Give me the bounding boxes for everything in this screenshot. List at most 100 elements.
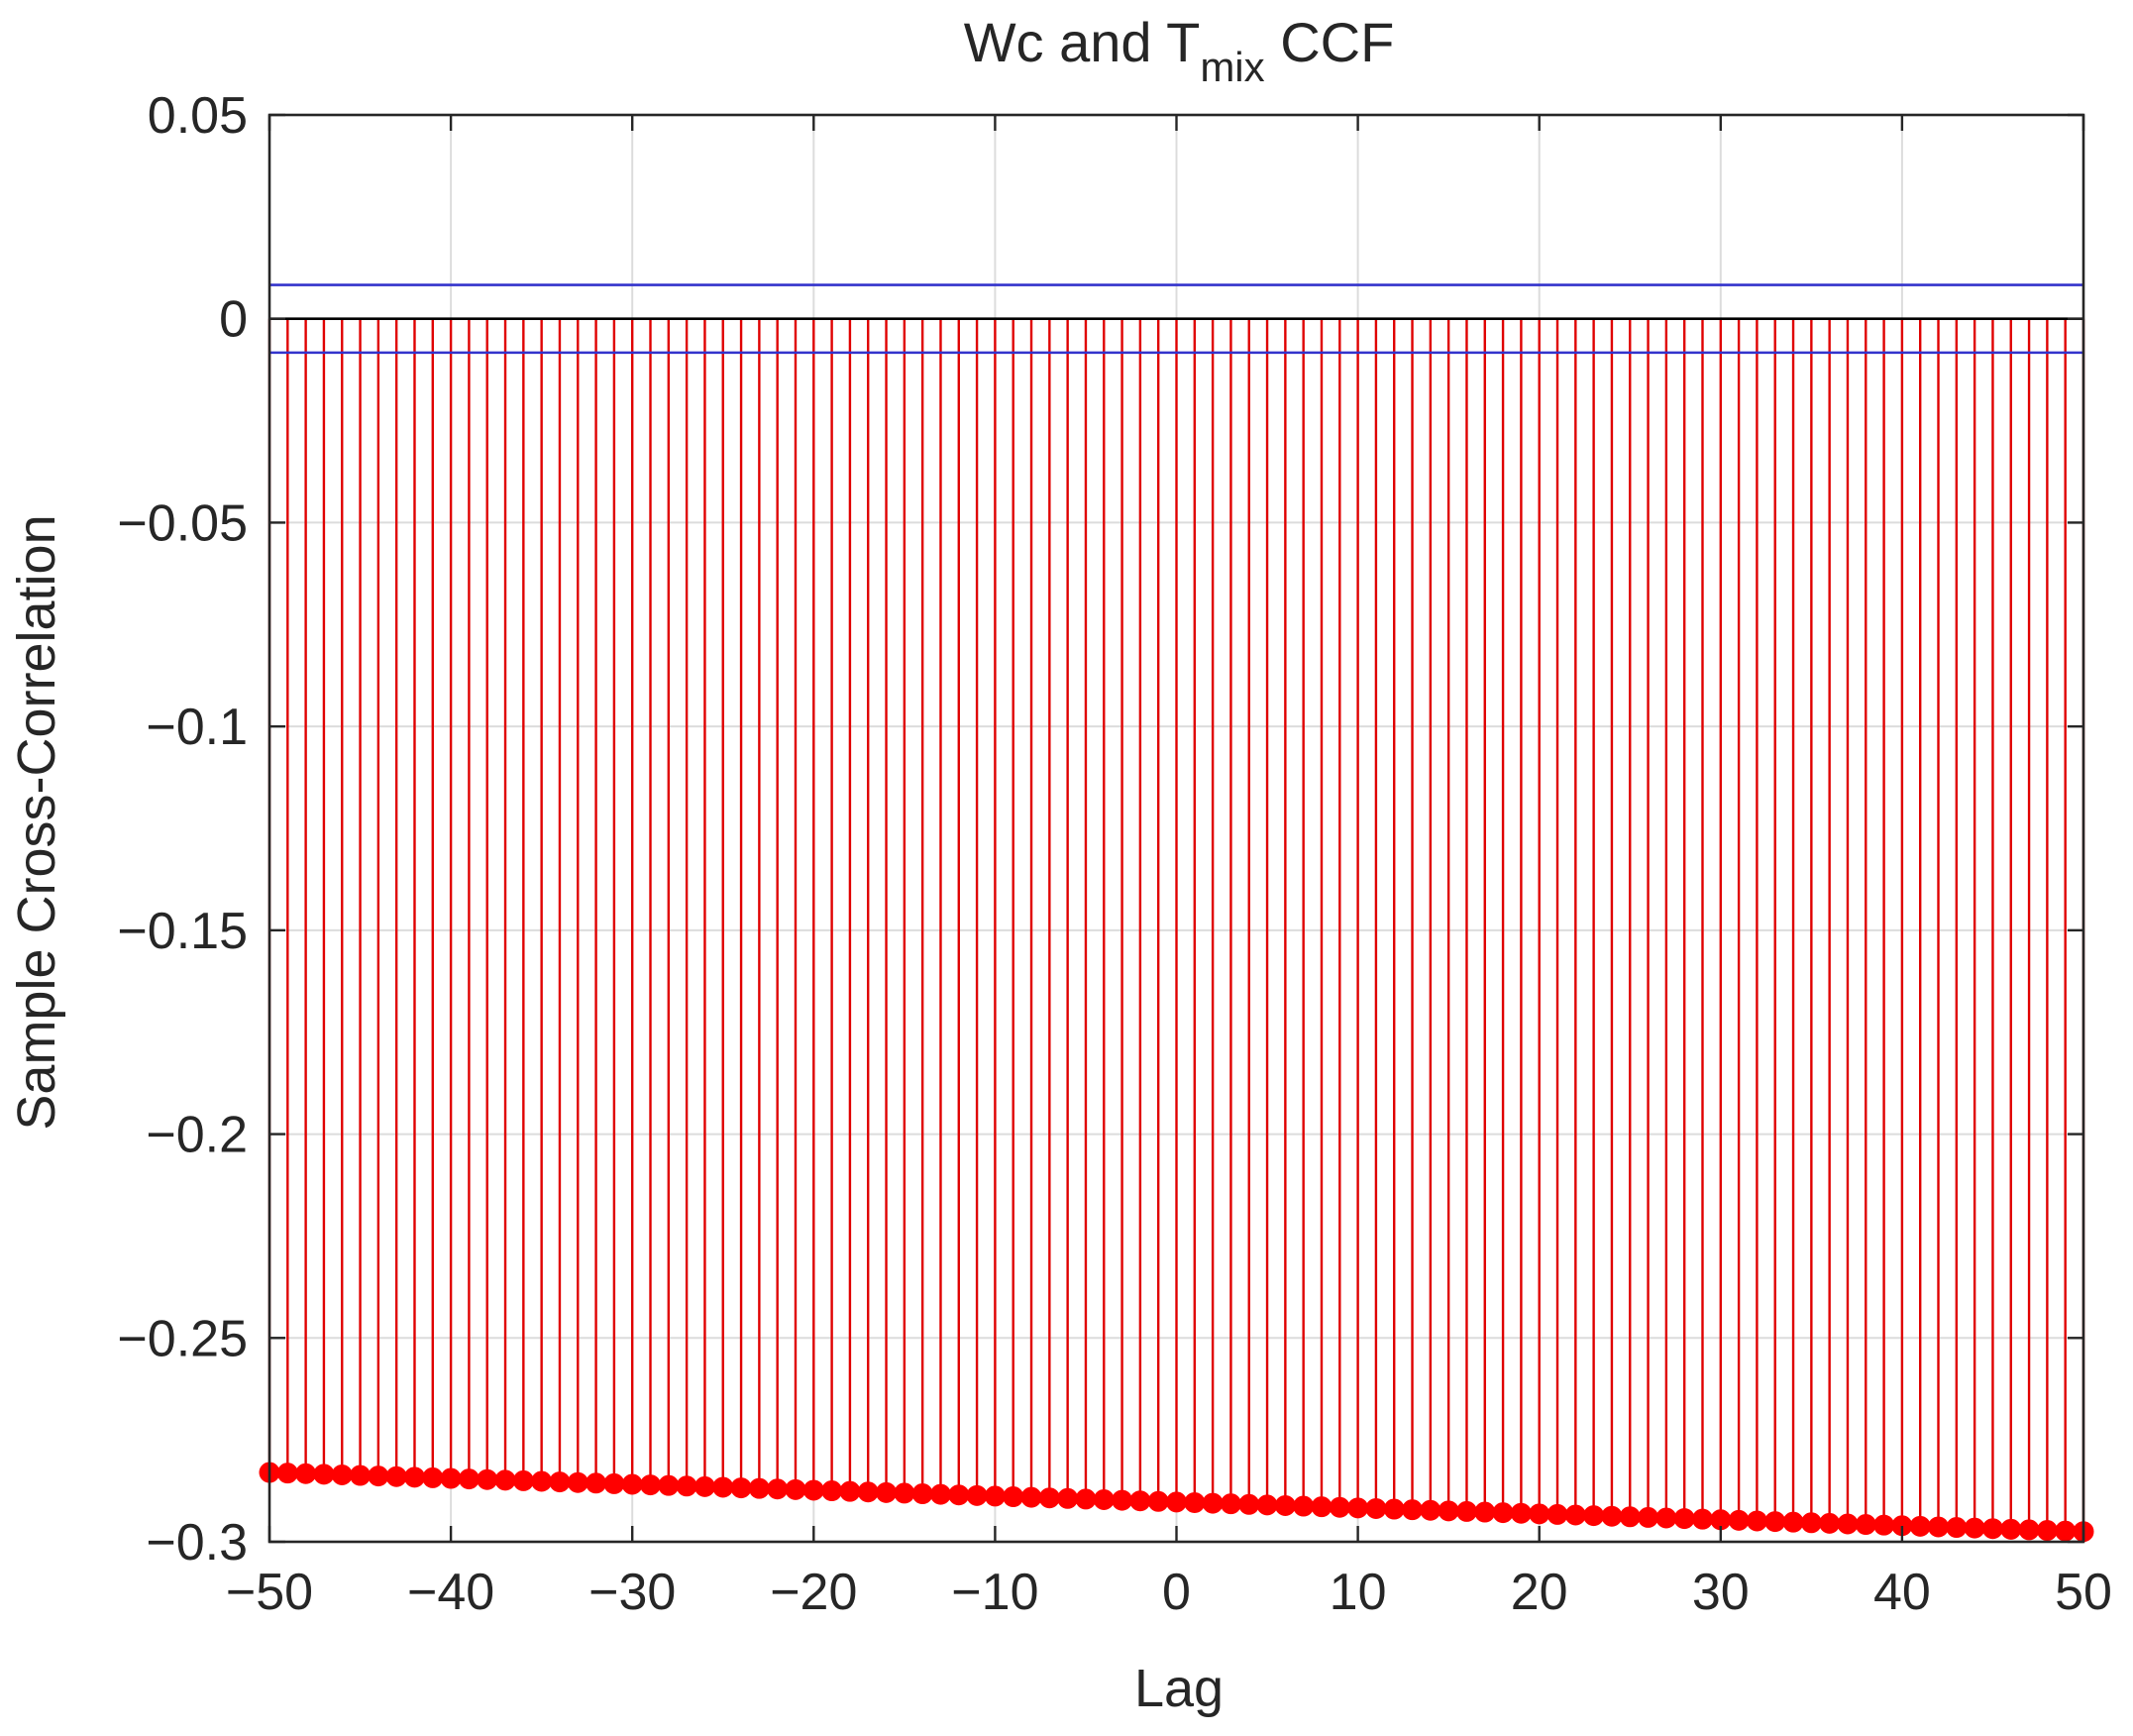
ccf-marker <box>295 1463 317 1484</box>
ccf-marker <box>1402 1499 1424 1521</box>
ccf-marker <box>494 1469 516 1491</box>
ccf-marker <box>403 1466 425 1488</box>
y-tick-label: −0.15 <box>117 903 248 960</box>
ccf-marker <box>693 1475 715 1497</box>
ccf-marker <box>1564 1504 1586 1526</box>
x-tick-label: −20 <box>770 1564 857 1621</box>
ccf-marker <box>313 1464 335 1485</box>
ccf-marker <box>1546 1503 1568 1525</box>
y-tick-label: −0.3 <box>146 1514 248 1572</box>
ccf-marker <box>948 1484 970 1506</box>
ccf-marker <box>1474 1501 1496 1523</box>
ccf-marker <box>1256 1494 1278 1516</box>
y-tick-label: 0.05 <box>148 87 248 145</box>
ccf-marker <box>1274 1494 1296 1516</box>
bounds-layer <box>269 283 2083 355</box>
ccf-marker <box>821 1480 843 1502</box>
ccf-marker <box>512 1469 534 1491</box>
ccf-marker <box>1691 1508 1713 1530</box>
ccf-marker <box>331 1464 353 1485</box>
ccf-marker <box>1057 1487 1079 1509</box>
ccf-marker <box>1764 1511 1786 1533</box>
ccf-marker <box>1619 1506 1641 1528</box>
ccf-marker <box>1673 1508 1695 1530</box>
ccf-marker <box>857 1481 879 1503</box>
ccf-marker <box>1420 1499 1441 1521</box>
ccf-marker <box>911 1483 933 1505</box>
ccf-marker <box>1981 1518 2003 1540</box>
ccf-marker <box>876 1481 898 1503</box>
chart-title: Wc and Tmix CCF <box>964 11 1395 90</box>
ccf-marker <box>1003 1486 1024 1508</box>
x-tick-label: 0 <box>1162 1564 1191 1621</box>
y-tick-label: −0.05 <box>117 494 248 552</box>
ccf-marker <box>603 1472 625 1494</box>
ccf-marker <box>621 1473 643 1495</box>
ccf-marker <box>350 1465 372 1486</box>
ccf-marker <box>2055 1520 2077 1542</box>
ccf-marker <box>586 1472 607 1494</box>
ccf-marker <box>1928 1516 1950 1538</box>
ccf-marker <box>929 1483 951 1505</box>
x-tick-label: 10 <box>1330 1564 1387 1621</box>
ccf-marker <box>1093 1488 1115 1510</box>
ccf-marker <box>767 1478 789 1500</box>
ccf-marker <box>531 1470 553 1492</box>
ccf-marker <box>1329 1496 1350 1518</box>
x-axis-label: Lag <box>1134 1659 1224 1718</box>
ccf-marker <box>1800 1512 1822 1534</box>
ccf-marker <box>839 1480 861 1502</box>
ccf-marker <box>1184 1491 1206 1513</box>
ccf-marker <box>276 1463 298 1484</box>
ccf-marker <box>1311 1496 1333 1518</box>
ccf-marker <box>1075 1488 1097 1510</box>
x-tick-label: −30 <box>588 1564 676 1621</box>
ccf-marker <box>1946 1517 1968 1539</box>
ccf-marker <box>1347 1497 1369 1519</box>
ccf-marker <box>422 1466 444 1488</box>
x-tick-label: 30 <box>1692 1564 1750 1621</box>
ccf-marker <box>1782 1511 1804 1533</box>
ccf-marker <box>368 1465 389 1487</box>
ccf-marker <box>1238 1493 1260 1515</box>
chart-title-suffix: CCF <box>1265 11 1395 73</box>
ccf-marker <box>1365 1497 1387 1519</box>
ccf-marker <box>712 1476 734 1498</box>
ccf-marker <box>785 1478 806 1500</box>
ccf-marker <box>1873 1514 1895 1536</box>
x-tick-label: −40 <box>407 1564 494 1621</box>
y-tick-label: −0.25 <box>117 1310 248 1367</box>
ccf-marker <box>2000 1518 2022 1540</box>
ccf-marker <box>440 1467 462 1489</box>
ccf-marker <box>1129 1490 1151 1512</box>
ccf-marker <box>1147 1490 1169 1512</box>
ccf-marker <box>2018 1519 2040 1541</box>
ccf-marker <box>802 1479 824 1501</box>
ccf-marker <box>549 1471 571 1493</box>
ccf-marker <box>1220 1493 1241 1515</box>
x-tick-label: −10 <box>951 1564 1038 1621</box>
ccf-marker <box>1601 1505 1623 1527</box>
y-axis-label: Sample Cross-Correlation <box>7 514 66 1130</box>
ccf-marker <box>385 1465 407 1487</box>
ccf-marker <box>640 1474 662 1496</box>
x-tick-label: 40 <box>1873 1564 1931 1621</box>
ccf-marker <box>1492 1502 1514 1524</box>
ccf-marker <box>748 1477 770 1499</box>
ccf-marker <box>1383 1498 1405 1520</box>
ccf-marker <box>676 1475 697 1497</box>
ccf-marker <box>984 1485 1006 1507</box>
ccf-marker <box>458 1468 480 1490</box>
ccf-marker <box>1529 1503 1550 1525</box>
ccf-marker <box>1583 1505 1605 1527</box>
ccf-marker <box>1020 1486 1042 1508</box>
ccf-marker <box>1728 1509 1750 1531</box>
ccf-marker <box>894 1482 915 1504</box>
ccf-marker <box>1038 1487 1060 1509</box>
y-tick-label: −0.2 <box>146 1107 248 1164</box>
ccf-marker <box>567 1471 588 1493</box>
ccf-marker <box>1855 1514 1876 1536</box>
axis-layer: −50 −40 −30 −20 −10 0 10 20 30 40 50 0.05 0 −0.05 −0.1… <box>117 87 2112 1621</box>
ccf-marker <box>1293 1495 1315 1517</box>
x-tick-label: −50 <box>226 1564 313 1621</box>
